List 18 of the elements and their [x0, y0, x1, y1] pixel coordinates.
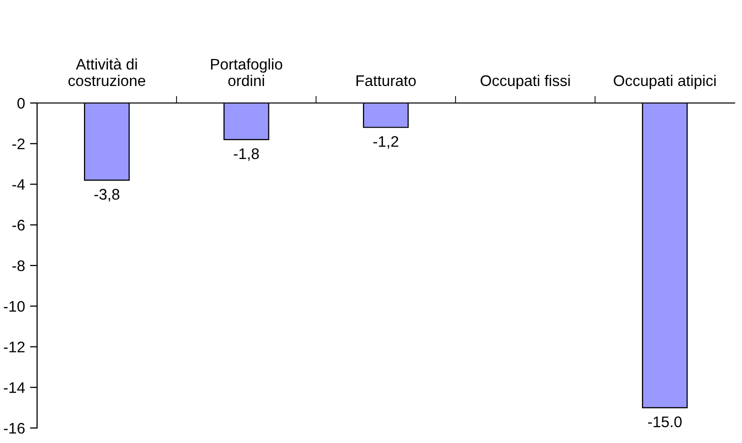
y-tick-label: -4: [12, 179, 25, 190]
y-tick-label: -8: [12, 260, 25, 272]
y-tick-label: -12: [4, 342, 25, 352]
data-label: -3,8: [94, 188, 120, 202]
y-tick-label: 0: [17, 98, 25, 109]
x-tick-label: Attività di costruzione: [68, 58, 146, 86]
x-tick-label: Occupati fissi: [480, 74, 570, 90]
x-tick-label: Occupati atipici: [614, 74, 716, 90]
data-label: -1,2: [373, 136, 398, 149]
data-label: -15.0: [648, 416, 682, 428]
y-tick-label: -16: [4, 422, 25, 434]
y-tick-label: -2: [12, 138, 25, 150]
x-tick-label: Fatturato: [356, 75, 416, 86]
x-tick-label: Portafoglio ordini: [211, 58, 282, 86]
data-label: -1,8: [234, 148, 259, 161]
y-tick-label: -10: [4, 300, 25, 312]
y-tick-label: -14: [4, 382, 25, 393]
y-tick-label: -6: [12, 220, 25, 231]
